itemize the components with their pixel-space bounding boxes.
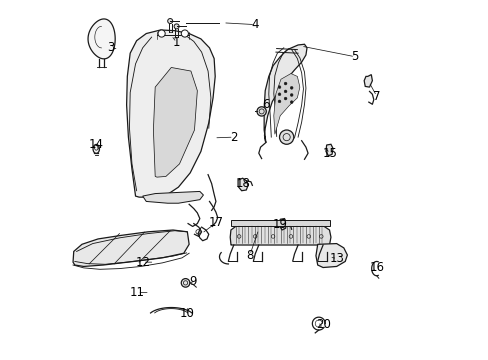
Polygon shape	[264, 44, 306, 143]
Circle shape	[181, 30, 188, 37]
Polygon shape	[279, 219, 286, 230]
Circle shape	[278, 93, 281, 96]
Polygon shape	[88, 19, 115, 59]
Circle shape	[284, 90, 286, 93]
Circle shape	[290, 101, 292, 104]
Circle shape	[284, 82, 286, 85]
Polygon shape	[230, 226, 330, 245]
Text: 5: 5	[351, 50, 358, 63]
Circle shape	[257, 107, 266, 116]
Text: 20: 20	[315, 318, 330, 331]
Circle shape	[158, 30, 165, 37]
Circle shape	[174, 24, 179, 29]
Polygon shape	[142, 192, 203, 203]
Circle shape	[284, 97, 286, 100]
Text: 2: 2	[229, 131, 237, 144]
Circle shape	[290, 86, 292, 89]
Text: 3: 3	[107, 41, 114, 54]
Polygon shape	[230, 220, 329, 226]
Text: 18: 18	[235, 177, 250, 190]
Text: 4: 4	[251, 18, 259, 31]
Polygon shape	[364, 75, 372, 87]
Circle shape	[181, 279, 189, 287]
Polygon shape	[238, 178, 247, 191]
Text: 14: 14	[88, 138, 103, 151]
Polygon shape	[315, 244, 346, 267]
Text: 15: 15	[322, 147, 337, 160]
Circle shape	[278, 100, 281, 103]
Circle shape	[167, 18, 172, 23]
Polygon shape	[126, 30, 215, 197]
Text: 17: 17	[208, 216, 223, 229]
Circle shape	[279, 130, 293, 144]
Text: 16: 16	[368, 261, 384, 274]
Text: 10: 10	[180, 307, 194, 320]
Text: 1: 1	[173, 36, 180, 49]
Circle shape	[278, 86, 281, 89]
Polygon shape	[325, 144, 332, 156]
Text: 12: 12	[135, 256, 150, 269]
Text: 8: 8	[245, 248, 253, 261]
Text: 13: 13	[329, 252, 344, 265]
Polygon shape	[73, 230, 189, 266]
Polygon shape	[153, 67, 197, 177]
Polygon shape	[273, 73, 299, 134]
Ellipse shape	[93, 144, 99, 153]
Text: 19: 19	[272, 218, 287, 231]
Text: 11: 11	[130, 286, 144, 299]
Circle shape	[290, 94, 292, 96]
Text: 9: 9	[188, 275, 196, 288]
Text: 7: 7	[372, 90, 380, 103]
Text: 6: 6	[262, 99, 269, 112]
